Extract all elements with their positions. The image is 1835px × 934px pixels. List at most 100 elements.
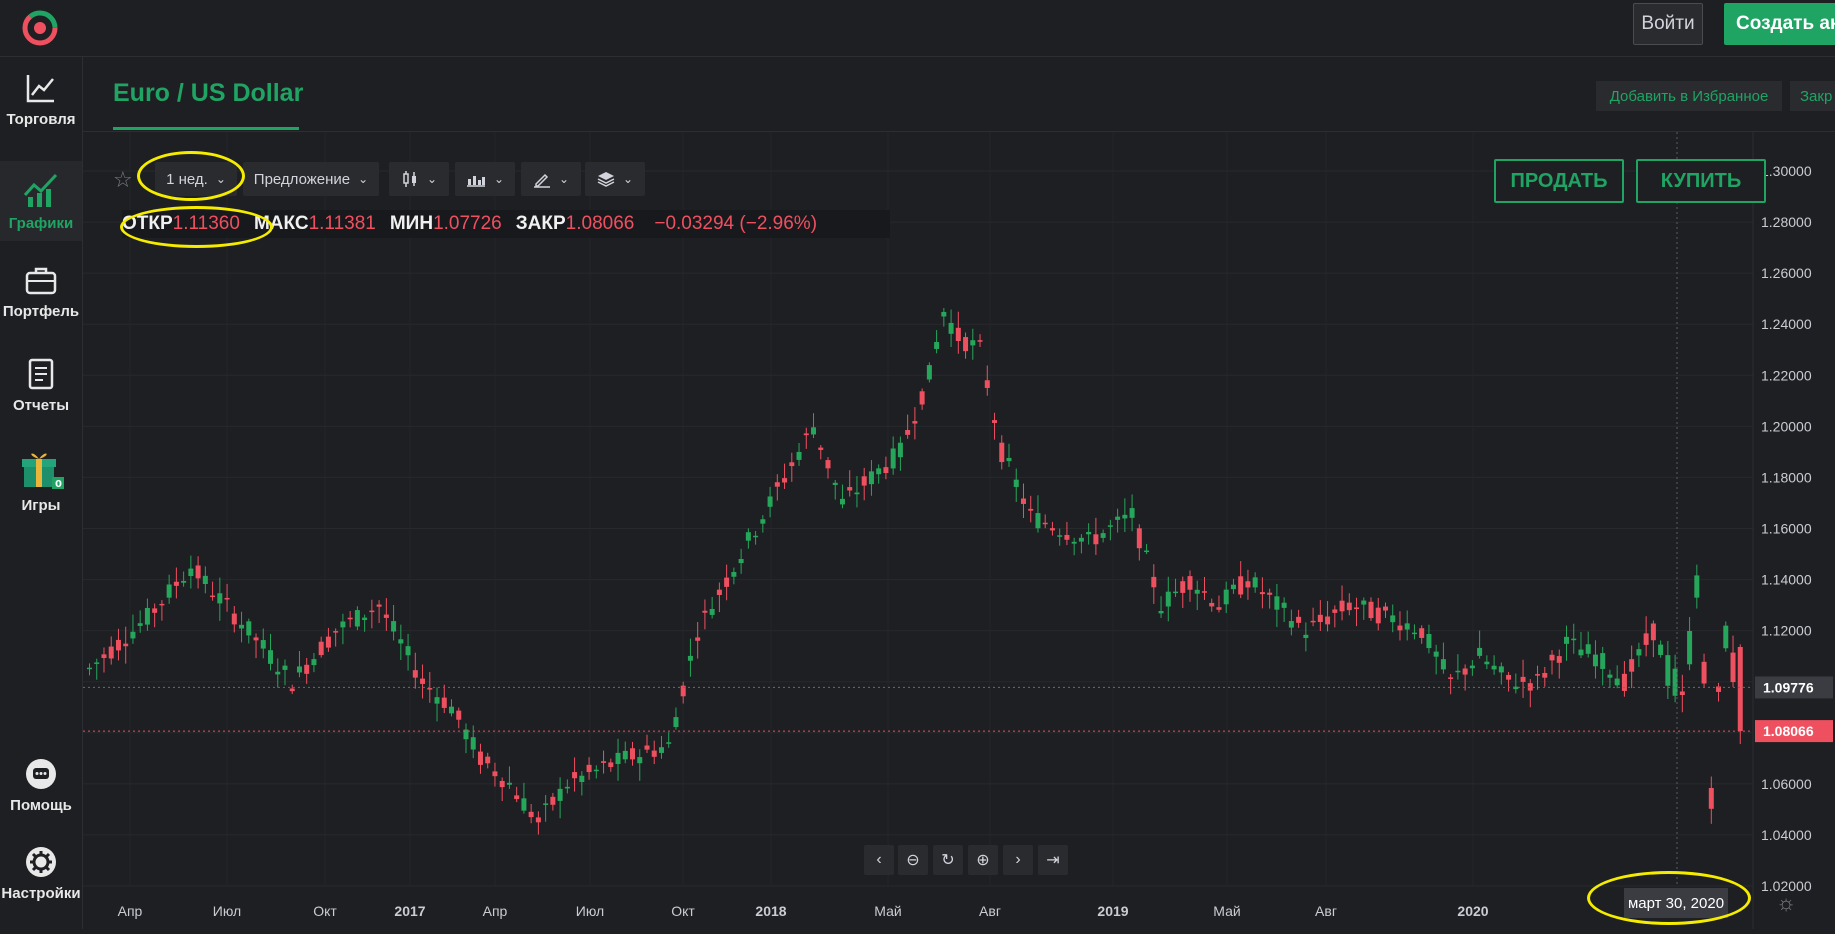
candle-body	[709, 608, 715, 615]
favorite-star-icon[interactable]: ☆	[113, 167, 133, 192]
sell-button[interactable]: ПРОДАТЬ	[1494, 159, 1624, 203]
sidebar-item-trading[interactable]: Торговля	[0, 71, 82, 151]
candle-body	[666, 742, 672, 744]
candle-body	[1585, 644, 1591, 654]
chart-settings-icon[interactable]: ☼	[1776, 890, 1797, 915]
candle-body	[1469, 665, 1475, 669]
scroll-right-button[interactable]: ›	[1003, 845, 1033, 875]
candle-body	[1281, 602, 1287, 608]
candle-body	[1650, 623, 1656, 641]
candle-body	[919, 391, 925, 405]
candle-body	[1607, 674, 1613, 678]
layers-icon	[597, 172, 615, 187]
add-to-favorites-button[interactable]: Добавить в Избранное	[1596, 81, 1782, 111]
candle-body	[1498, 666, 1504, 673]
candle-body	[441, 697, 447, 708]
close-value: 1.08066	[565, 213, 635, 234]
candle-body	[1158, 610, 1164, 614]
candle-body	[876, 468, 882, 475]
candle-body	[1086, 531, 1092, 535]
candle-body	[1020, 498, 1026, 504]
candle-body	[738, 559, 744, 564]
candle-body	[296, 666, 302, 673]
candle-body	[687, 655, 693, 661]
candle-body	[275, 671, 281, 675]
reset-button[interactable]: ↻	[933, 845, 963, 875]
scroll-left-button[interactable]: ‹	[864, 845, 894, 875]
candle-body	[1578, 649, 1584, 656]
reports-icon	[28, 358, 54, 390]
candle-body	[188, 568, 194, 577]
x-tick-label: Авг	[979, 903, 1001, 919]
candle-body	[586, 764, 592, 773]
candle-body	[1136, 528, 1142, 549]
charts-icon	[23, 173, 58, 207]
zoom-in-button[interactable]: ⊕	[968, 845, 998, 875]
interval-select[interactable]: 1 нед. ⌄	[155, 162, 237, 196]
sidebar-item-charts[interactable]: Графики	[0, 161, 82, 241]
games-badge: 0	[55, 479, 62, 490]
candle-body	[861, 476, 867, 486]
y-tick-label: 1.26000	[1761, 265, 1812, 281]
candle-body	[782, 478, 788, 483]
refresh-icon: ↻	[941, 852, 955, 869]
chart-area[interactable]: 1.30000 1.28000 1.26000 1.24000 1.22000 1.200…	[83, 132, 1835, 929]
candle-body	[94, 662, 100, 664]
candle-body	[854, 492, 860, 495]
x-tick-label: Окт	[671, 903, 695, 919]
y-tick-label: 1.14000	[1761, 572, 1812, 588]
chart-type-button[interactable]: ⌄	[389, 162, 449, 196]
candle-body	[963, 337, 969, 352]
candlestick-chart[interactable]: 1.30000 1.28000 1.26000 1.24000 1.22000 1.200…	[83, 132, 1835, 929]
sidebar-item-label: Игры	[21, 497, 61, 514]
indicators-button[interactable]: ⌄	[455, 162, 515, 196]
sidebar-item-reports[interactable]: Отчеты	[0, 357, 82, 437]
layers-button[interactable]: ⌄	[585, 162, 645, 196]
login-button[interactable]: Войти	[1633, 3, 1703, 45]
candle-body	[521, 798, 527, 811]
candle-body	[716, 589, 722, 595]
sidebar-item-label: Портфель	[2, 303, 80, 320]
logo-icon[interactable]	[20, 8, 60, 48]
drawing-tools-button[interactable]: ⌄	[521, 162, 581, 196]
zoom-out-button[interactable]: ⊖	[898, 845, 928, 875]
candle-body	[1491, 665, 1497, 670]
candle-body	[492, 771, 498, 777]
buy-button[interactable]: КУПИТЬ	[1636, 159, 1766, 203]
candle-body	[1658, 644, 1664, 655]
sidebar-item-label: Настройки	[1, 885, 81, 902]
sidebar-item-label: Помощь	[10, 797, 72, 814]
candle-body	[1730, 652, 1736, 683]
create-account-button[interactable]: Создать акк	[1724, 3, 1835, 45]
candle-body	[1332, 609, 1338, 613]
x-tick-label: Окт	[313, 903, 337, 919]
x-tick-label: 2020	[1457, 903, 1488, 919]
sidebar-item-help[interactable]: Помощь	[0, 757, 82, 837]
candle-body	[1129, 508, 1135, 518]
candle-body	[1180, 581, 1186, 593]
candle-body	[1484, 661, 1490, 665]
candle-body	[391, 621, 397, 632]
close-position-button[interactable]: Закр	[1790, 81, 1835, 111]
skip-end-icon: ⇥	[1046, 852, 1060, 869]
candle-body	[1107, 525, 1113, 527]
candle-body	[753, 535, 759, 538]
sidebar-item-settings[interactable]: Настройки	[0, 845, 82, 925]
candle-body	[760, 519, 766, 524]
candle-body	[1716, 686, 1722, 692]
scroll-to-end-button[interactable]: ⇥	[1038, 845, 1068, 875]
price-type-select[interactable]: Предложение ⌄	[243, 162, 379, 196]
candle-body	[514, 795, 520, 800]
sidebar-item-portfolio[interactable]: Портфель	[0, 263, 82, 343]
y-tick-label: 1.24000	[1761, 316, 1812, 332]
candle-body	[695, 637, 701, 641]
candle-body	[1078, 537, 1084, 542]
candle-body	[1223, 589, 1229, 605]
high-value: 1.11381	[308, 213, 376, 234]
sidebar-item-games[interactable]: 0 Игры	[0, 447, 82, 527]
candle-body	[1165, 591, 1171, 607]
candle-body	[934, 342, 940, 349]
crosshair-price-tag	[1755, 676, 1833, 699]
candle-body	[1354, 607, 1360, 610]
candle-body	[1317, 614, 1323, 623]
